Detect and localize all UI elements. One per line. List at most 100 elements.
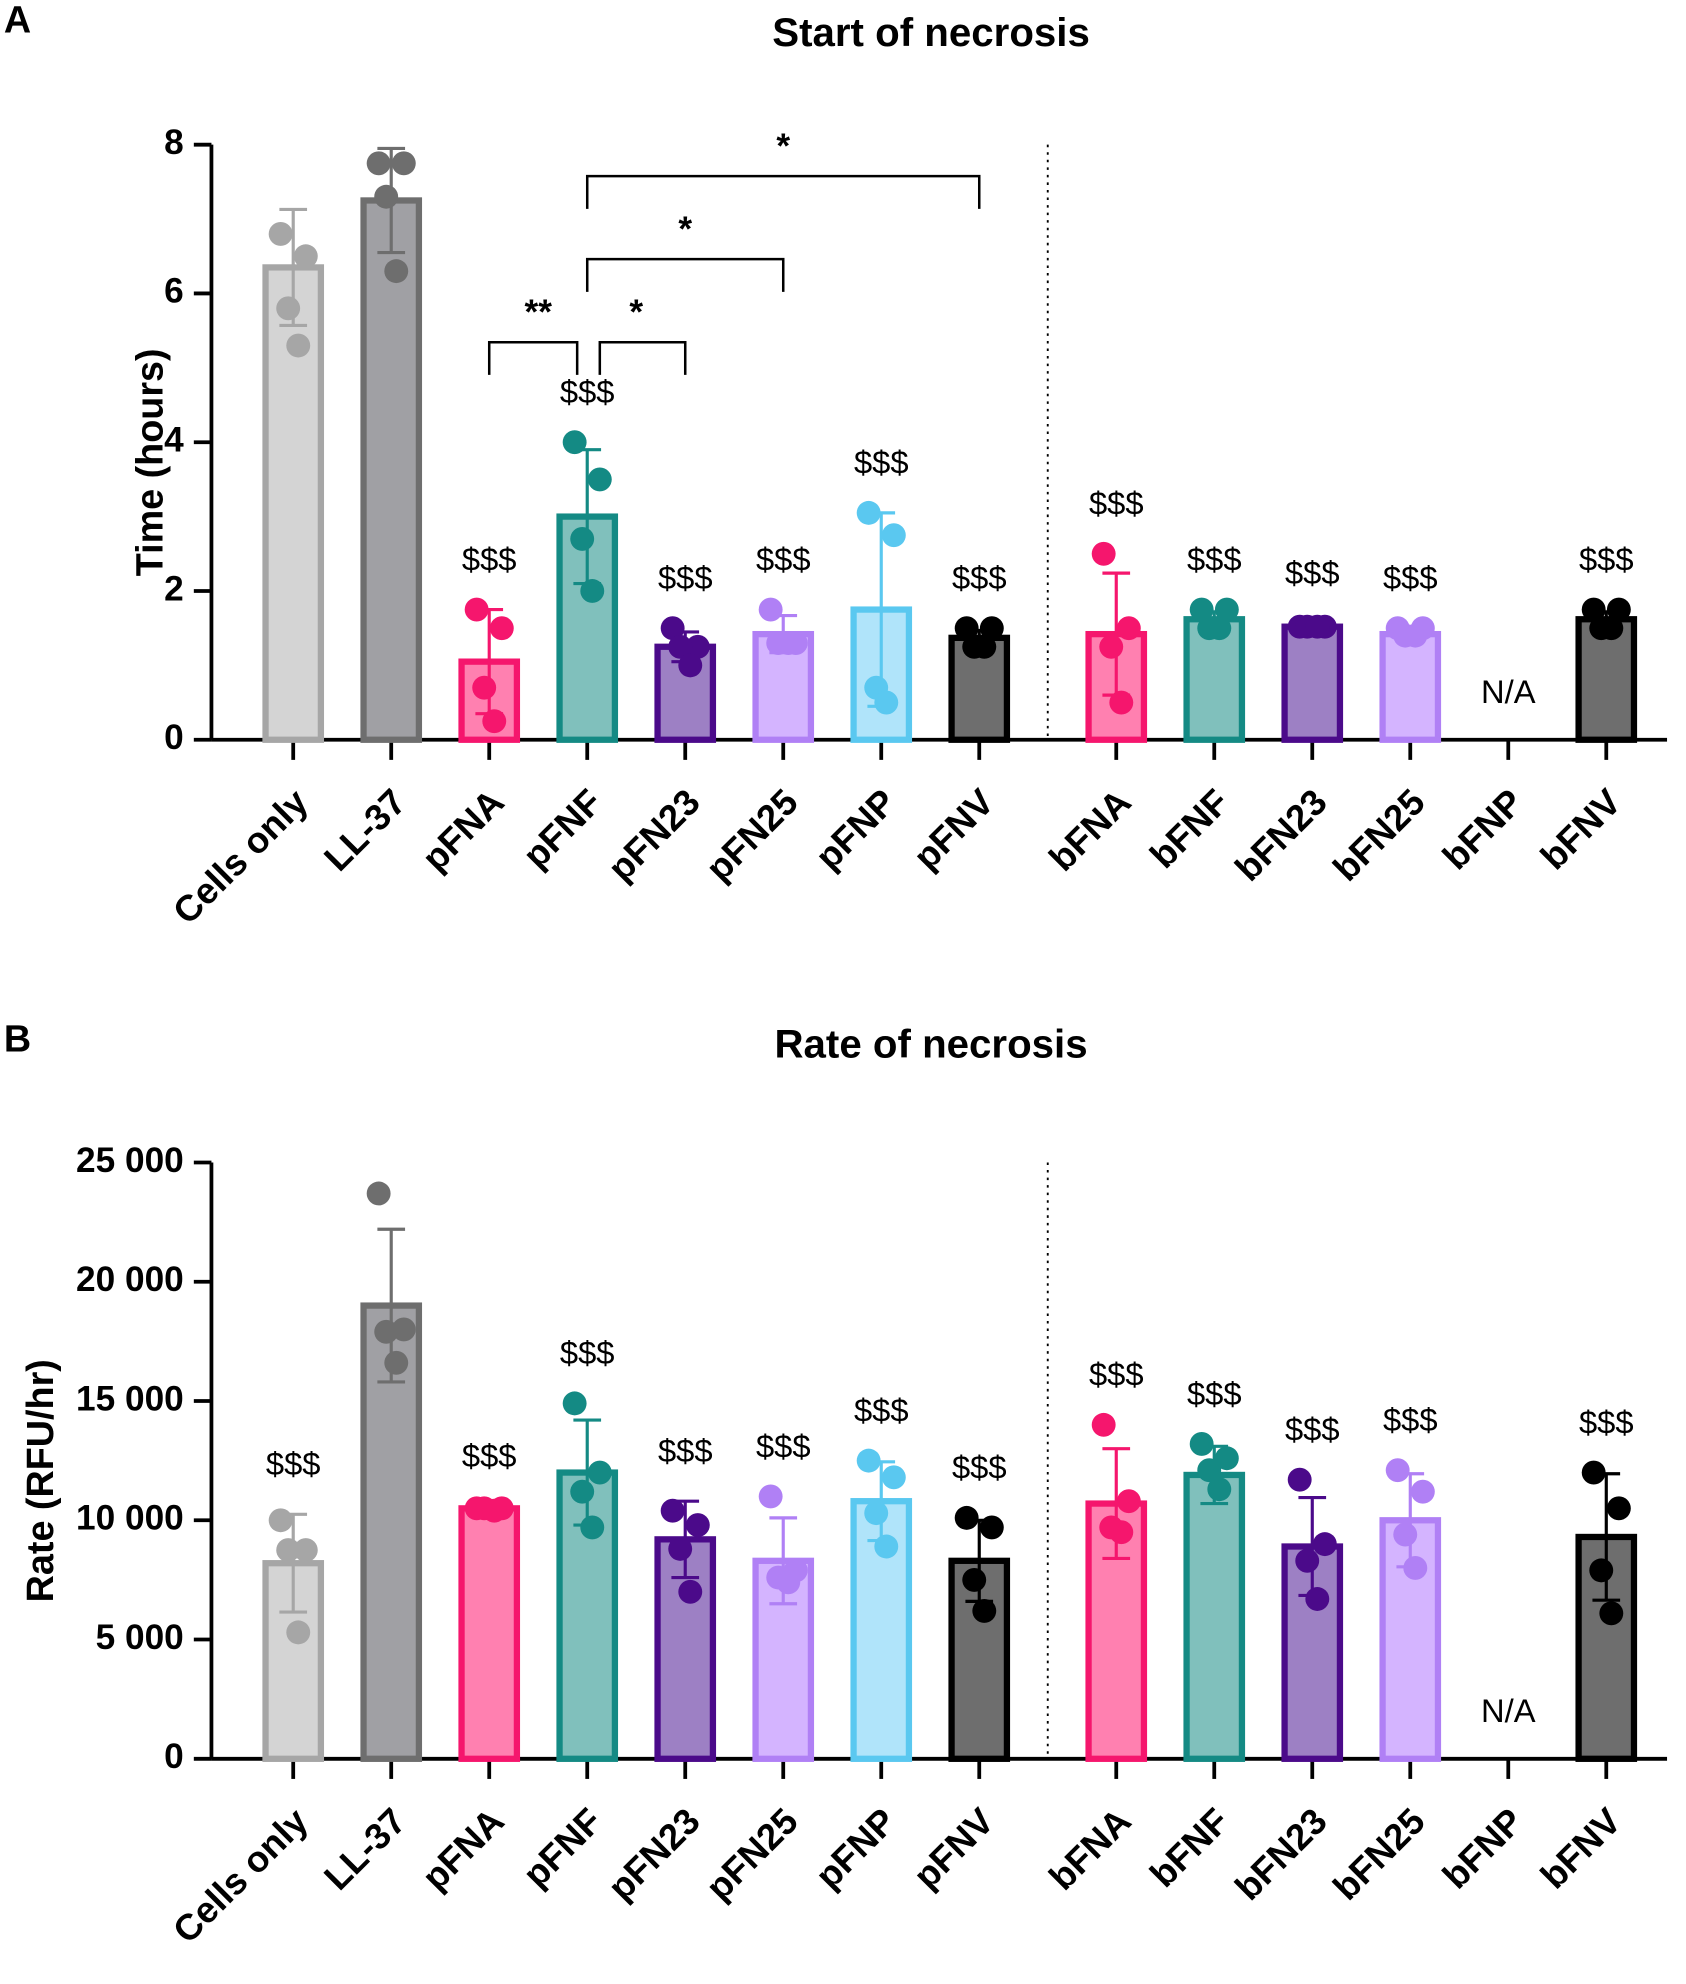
x-tick-label: pFN23: [600, 781, 708, 889]
data-point: [482, 709, 507, 734]
y-tick-label: 0: [164, 1737, 184, 1776]
data-point: [954, 1505, 979, 1530]
data-point: [562, 1391, 587, 1416]
significance-marker: $$$: [854, 1391, 909, 1428]
significance-marker: $$$: [952, 1449, 1007, 1486]
y-tick-label: 4: [164, 421, 184, 460]
significance-marker: $$$: [462, 1437, 517, 1474]
y-axis-label: Rate (RFU/hr): [19, 1359, 61, 1602]
data-point: [874, 690, 899, 715]
data-point: [1606, 597, 1631, 622]
x-tick-label: pFNA: [414, 1800, 512, 1898]
x-tick-label: bFNF: [1142, 1800, 1237, 1895]
data-point: [562, 430, 587, 455]
significance-marker: $$$: [1285, 554, 1340, 591]
significance-marker: $$$: [1579, 1403, 1634, 1440]
y-tick-label: 0: [164, 718, 184, 757]
x-tick-label: pFNP: [807, 1800, 903, 1896]
data-point: [1116, 616, 1141, 641]
data-point: [570, 1479, 595, 1504]
data-point: [856, 1448, 881, 1473]
data-point: [1403, 623, 1428, 648]
data-point: [1091, 541, 1116, 566]
y-tick-label: 20 000: [76, 1260, 184, 1299]
bracket: [585, 257, 785, 292]
data-point: [276, 296, 301, 321]
significance-marker: $$$: [952, 559, 1007, 596]
x-tick-label: pFNF: [515, 781, 610, 876]
y-tick-label: 8: [164, 123, 184, 162]
bar: [1281, 623, 1344, 743]
data-point: [1116, 1489, 1141, 1514]
data-point: [881, 523, 906, 548]
y-tick-label: 6: [164, 272, 184, 311]
data-point: [685, 634, 710, 659]
data-point: [660, 1498, 685, 1523]
bracket-label: *: [776, 127, 790, 166]
x-tick-label: LL-37: [316, 781, 414, 879]
data-point: [660, 616, 685, 641]
x-tick-label: pFN23: [600, 1800, 708, 1908]
x-tick-label: pFN25: [698, 781, 806, 889]
na-label: N/A: [1481, 673, 1536, 710]
significance-marker: $$$: [560, 373, 615, 410]
data-point: [1589, 1558, 1614, 1583]
panel-label: A: [4, 0, 31, 41]
bracket: [487, 340, 579, 375]
data-point: [580, 579, 605, 603]
y-tick-label: 5 000: [96, 1618, 184, 1657]
data-point: [293, 1538, 318, 1563]
data-point: [391, 151, 416, 176]
data-point: [268, 1508, 293, 1533]
data-point: [580, 1515, 605, 1540]
data-point: [587, 1460, 612, 1485]
data-point: [678, 1579, 703, 1604]
x-tick-label: bFN23: [1227, 781, 1335, 889]
data-point: [1599, 616, 1624, 641]
data-point: [1385, 1458, 1410, 1483]
data-point: [1295, 1548, 1320, 1573]
data-point: [668, 634, 693, 659]
significance-marker: $$$: [1187, 540, 1242, 577]
data-point: [979, 1515, 1004, 1540]
x-tick-label: bFNA: [1041, 1800, 1139, 1898]
significance-marker: $$$: [658, 1432, 713, 1469]
significance-marker: $$$: [1285, 1411, 1340, 1448]
x-tick-label: LL-37: [316, 1800, 414, 1898]
significance-marker: $$$: [266, 1445, 321, 1482]
x-tick-label: pFNA: [414, 781, 512, 879]
data-point: [1312, 1532, 1337, 1557]
bar: [1183, 1471, 1246, 1762]
panel-label: B: [4, 1018, 31, 1060]
data-point: [374, 184, 399, 209]
data-point: [1599, 1601, 1624, 1626]
data-point: [1109, 690, 1134, 715]
data-point: [276, 1538, 301, 1563]
x-tick-label: bFNF: [1142, 781, 1237, 876]
data-point: [1109, 1520, 1134, 1545]
data-point: [776, 631, 801, 656]
data-point: [587, 467, 612, 492]
x-tick-label: pFNV: [905, 1800, 1002, 1897]
data-point: [384, 259, 409, 284]
data-point: [1189, 1431, 1214, 1456]
data-point: [864, 1501, 889, 1526]
data-point: [472, 675, 497, 700]
data-point: [293, 244, 318, 269]
y-tick-label: 2: [164, 569, 184, 608]
data-point: [954, 616, 979, 641]
data-point: [1581, 1460, 1606, 1485]
bracket-label: **: [525, 293, 553, 332]
data-point: [972, 1598, 997, 1623]
data-point: [1197, 1458, 1222, 1483]
data-point: [1305, 1587, 1330, 1611]
bracket: [585, 174, 981, 209]
significance-marker: $$$: [1383, 1401, 1438, 1438]
data-point: [464, 597, 489, 622]
y-axis-label: Time (hours): [128, 348, 170, 576]
data-point: [286, 333, 311, 358]
data-point: [1214, 597, 1239, 622]
x-tick-label: bFNV: [1532, 781, 1629, 878]
data-point: [972, 634, 997, 659]
